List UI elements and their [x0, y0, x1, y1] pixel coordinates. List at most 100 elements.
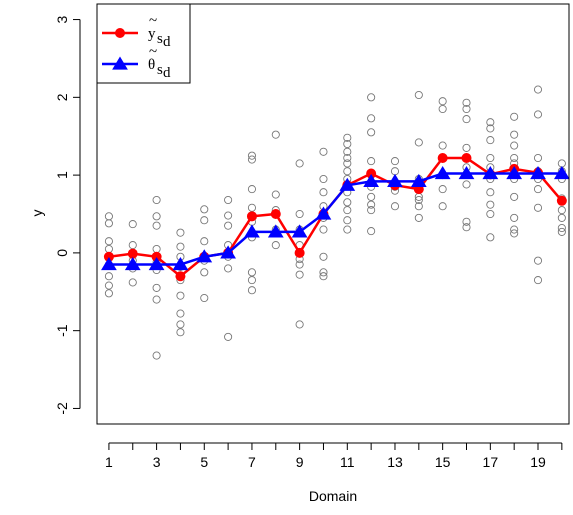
series-2-point [553, 166, 570, 180]
observation-point [462, 98, 471, 107]
observation-point [343, 198, 352, 207]
observation-point [104, 281, 113, 290]
observation-point [247, 276, 256, 285]
x-tick-label: 15 [435, 454, 451, 470]
observation-point [510, 112, 519, 121]
series-1-point [461, 153, 472, 163]
y-tick-label: 2 [54, 93, 70, 101]
observation-point [510, 213, 519, 222]
observation-point [438, 97, 447, 106]
observation-point [152, 295, 161, 304]
series-1-point [366, 168, 377, 179]
series-2-point [482, 166, 499, 180]
observation-point [510, 130, 519, 139]
observation-point [510, 153, 519, 163]
observation-point [319, 268, 328, 277]
x-tick-label: 9 [296, 454, 304, 470]
observation-point [414, 90, 423, 100]
series-1-point [175, 271, 186, 282]
observation-point [557, 159, 566, 168]
observation-point [200, 293, 209, 303]
observation-point [128, 278, 137, 287]
observation-point [557, 223, 566, 233]
plot-frame [96, 3, 570, 425]
observation-point [390, 202, 400, 211]
observation-point [200, 216, 209, 225]
observation-point [200, 268, 209, 277]
observation-point [271, 190, 280, 199]
observation-point [486, 233, 495, 242]
legend-label-subsub: d [163, 34, 171, 50]
observation-point [104, 237, 113, 246]
x-tick-label: 5 [200, 454, 208, 470]
series-2-point [291, 224, 308, 238]
observation-point [533, 110, 543, 119]
observation-point [271, 241, 280, 250]
observation-point [343, 216, 352, 225]
series-2-point [410, 173, 427, 187]
observation-point [343, 167, 352, 176]
series-2-point [267, 224, 284, 238]
y-tick-label: 0 [54, 249, 70, 257]
x-axis: 1 3 5 7 9 11 13 15 17 19 [105, 442, 563, 470]
series-2-point [387, 173, 403, 187]
observation-point [414, 195, 423, 205]
observation-point [104, 272, 113, 281]
series-2-point [196, 249, 213, 263]
series-2-point [124, 257, 141, 271]
observation-point [247, 286, 256, 295]
series-2-point [244, 224, 260, 238]
observation-point [128, 220, 137, 229]
observation-point [319, 147, 328, 156]
observation-point [343, 139, 352, 149]
observation-point [343, 159, 352, 168]
series-1-point [437, 153, 448, 163]
observation-point [176, 291, 185, 300]
x-tick-label: 13 [387, 454, 403, 470]
observation-point [462, 223, 471, 232]
observation-point [438, 104, 447, 114]
observation-point [390, 167, 400, 176]
observation-point [510, 141, 519, 150]
series-2-point [363, 173, 380, 187]
series-2-point [458, 166, 475, 180]
observation-point [104, 219, 113, 228]
observation-point [557, 206, 566, 215]
legend-label-sub: s [157, 31, 163, 47]
observation-point [438, 202, 447, 211]
observation-point [152, 244, 161, 254]
observation-point [104, 289, 113, 298]
x-axis-title: Domain [309, 488, 357, 504]
observation-point [176, 309, 185, 318]
observation-point [557, 227, 566, 236]
series-2-point [530, 166, 546, 180]
observation-point [104, 244, 113, 254]
observation-point [390, 157, 400, 166]
series-2-point [101, 257, 117, 271]
observation-point [414, 213, 423, 222]
observation-point [319, 174, 328, 184]
y-tick-label: 1 [54, 171, 70, 179]
observation-point [414, 202, 423, 211]
observation-point [486, 188, 495, 197]
observation-point [510, 225, 519, 234]
observation-point [533, 276, 543, 285]
observation-point [557, 213, 566, 222]
observation-point [367, 128, 376, 137]
series-2-point [148, 257, 165, 271]
observation-points [104, 85, 566, 360]
legend-label: y [148, 26, 156, 42]
observation-point [271, 130, 280, 139]
y-tick-label: 3 [54, 15, 70, 23]
observation-point [367, 114, 376, 123]
observation-point [486, 200, 495, 209]
observation-point [486, 124, 495, 133]
observation-point [200, 237, 209, 246]
legend-accent: ~ [149, 44, 157, 60]
observation-point [367, 206, 376, 215]
observation-point [462, 143, 471, 152]
observation-point [104, 212, 113, 221]
observation-point [462, 180, 471, 189]
x-tick-label: 17 [483, 454, 499, 470]
